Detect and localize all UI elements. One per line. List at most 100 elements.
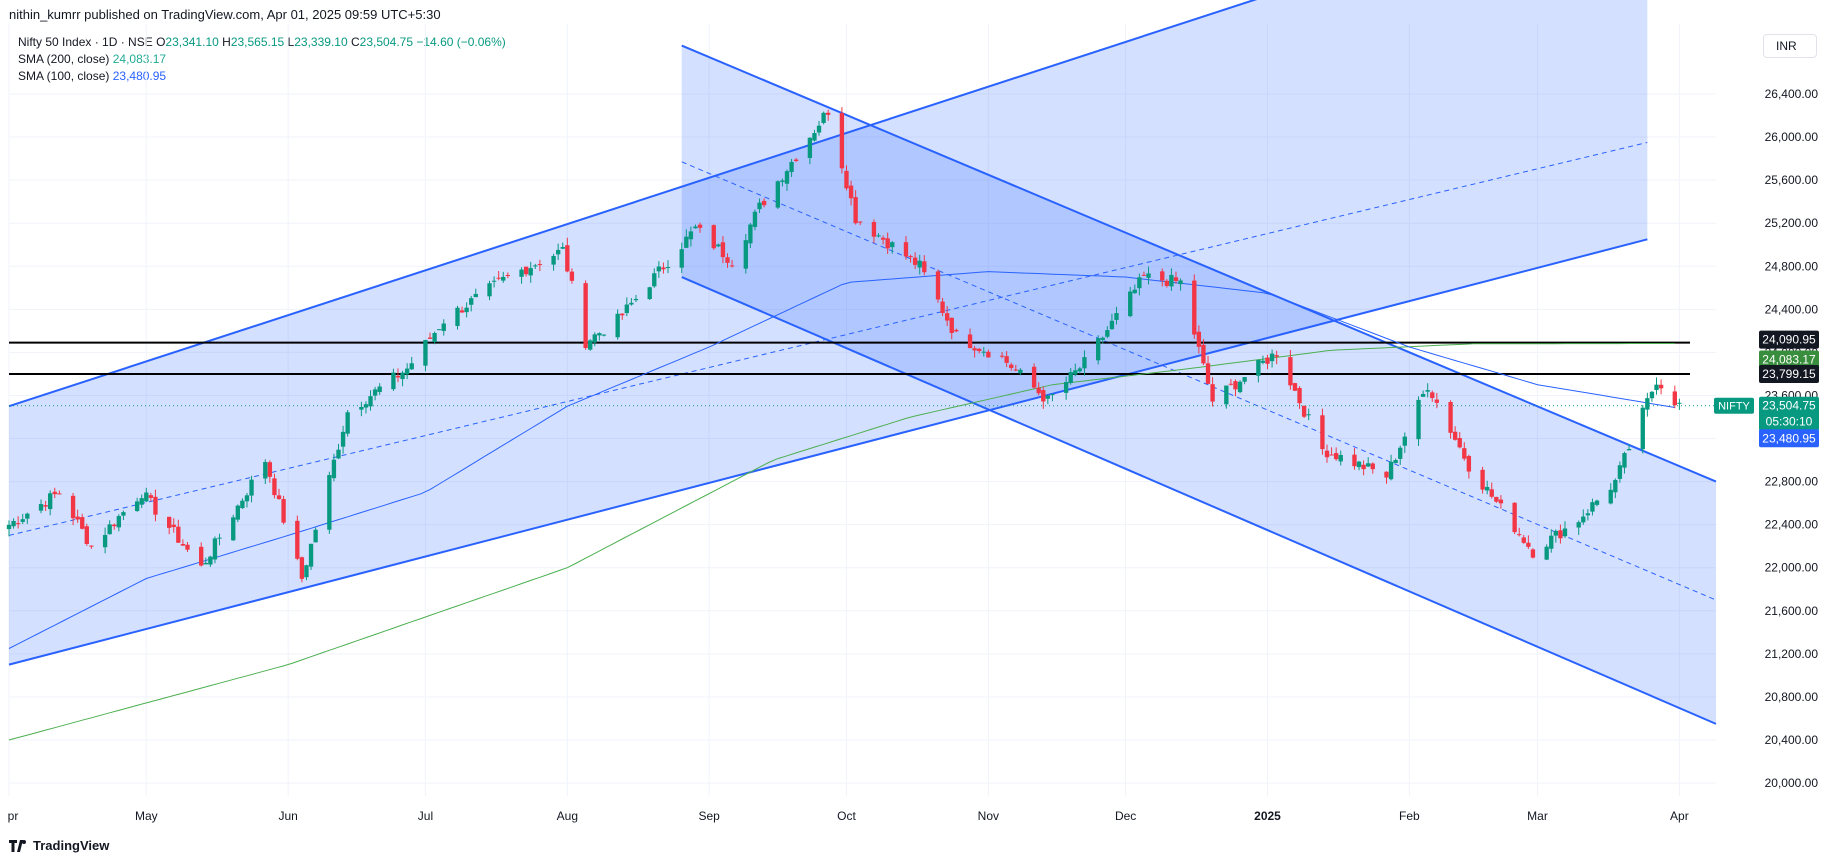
candle (1320, 408, 1325, 455)
candle-body (432, 332, 437, 343)
candle (1402, 432, 1407, 453)
candle-body (1462, 448, 1467, 459)
candle-body (15, 523, 21, 525)
candle (20, 513, 25, 524)
candle-body (890, 242, 895, 248)
candle (1512, 502, 1517, 535)
candle (1077, 366, 1083, 374)
candle (52, 487, 57, 499)
candle-body (308, 543, 314, 567)
candle-body (519, 269, 524, 277)
candle (903, 236, 909, 260)
tradingview-footer[interactable]: TradingView (9, 838, 109, 853)
candle-body (372, 389, 378, 396)
channel-fill-0 (9, 0, 1648, 665)
candle (1594, 499, 1600, 507)
candle-body (1640, 407, 1645, 450)
candle (409, 356, 414, 370)
candle (1018, 368, 1023, 376)
candle (217, 533, 222, 546)
candle (1269, 349, 1275, 368)
candle (977, 348, 982, 354)
channel-1-mid (681, 161, 1717, 601)
candle (1544, 544, 1549, 561)
candle (1370, 462, 1375, 474)
candle (249, 475, 254, 503)
candle-body (391, 372, 396, 390)
candle-body (1517, 534, 1522, 536)
candle-body (1576, 522, 1581, 528)
candle-body (1530, 549, 1536, 558)
candle-body (1329, 454, 1334, 456)
candle (1356, 460, 1362, 471)
candle (1430, 390, 1435, 402)
candle-body (1521, 537, 1526, 543)
legend-sma100-row[interactable]: SMA (100, close) 23,480.95 (18, 68, 506, 85)
candle (43, 500, 48, 511)
candle (199, 542, 204, 567)
candle (583, 280, 588, 350)
candle (1489, 482, 1494, 499)
candle-body (1196, 331, 1202, 347)
x-tick-label: Jul (418, 809, 433, 823)
candle-body (560, 247, 565, 249)
candle-body (167, 516, 172, 528)
candle (816, 120, 822, 136)
candle (1173, 271, 1179, 284)
legend-sma200-label: SMA (200, close) (18, 52, 110, 66)
candle (459, 306, 465, 313)
candle (153, 489, 158, 522)
candle (1210, 377, 1215, 407)
candle-body (276, 495, 282, 499)
badge-countdown-text: 05:30:10 (1766, 415, 1813, 429)
candle-body (1105, 330, 1110, 337)
candle-body (153, 496, 158, 515)
candle-body (1100, 337, 1105, 340)
legend-ohlc-row: Nifty 50 Index · 1D · NSE O23,341.10 H23… (18, 34, 506, 51)
badge-r1: 24,090.95 (1759, 330, 1819, 349)
candle (395, 368, 401, 383)
currency-button[interactable]: INR (1763, 34, 1817, 58)
candle-body (1274, 355, 1279, 357)
candle-body (949, 317, 954, 333)
y-tick-label: 22,000.00 (1765, 561, 1819, 575)
candle (1292, 382, 1298, 392)
candle (1608, 483, 1613, 505)
candle (972, 346, 977, 358)
candle (1649, 391, 1655, 402)
candle (729, 259, 735, 268)
candle (858, 221, 863, 226)
candle-body (1352, 454, 1357, 467)
candle-body (423, 339, 428, 366)
legend-sma200-row[interactable]: SMA (200, close) 24,083.17 (18, 51, 506, 68)
candle (885, 232, 890, 254)
candle-body (1068, 372, 1073, 383)
x-tick-label: May (135, 809, 158, 823)
candle (1654, 377, 1659, 395)
candle (1562, 521, 1568, 539)
candle (597, 332, 602, 341)
candle (1366, 457, 1371, 468)
candle (455, 305, 460, 330)
legend-symbol[interactable]: Nifty 50 Index · 1D · NSE (18, 35, 153, 49)
candle (688, 226, 694, 247)
candle (437, 329, 442, 331)
candle (1169, 268, 1174, 291)
candle (967, 328, 973, 349)
candle-body (1356, 461, 1362, 468)
candle-body (1494, 496, 1499, 502)
candle-body (629, 302, 634, 305)
candle-body (112, 524, 117, 527)
candle-body (1237, 381, 1243, 393)
channel-0-mid (8, 141, 1648, 536)
candle (880, 235, 886, 245)
candle-body (20, 519, 25, 522)
candle-body (977, 348, 982, 352)
candle-body (743, 240, 748, 269)
x-tick-label: pr (8, 809, 19, 823)
candle (821, 111, 826, 125)
candle (1452, 426, 1458, 441)
candle (1393, 458, 1398, 464)
candle (377, 383, 382, 395)
